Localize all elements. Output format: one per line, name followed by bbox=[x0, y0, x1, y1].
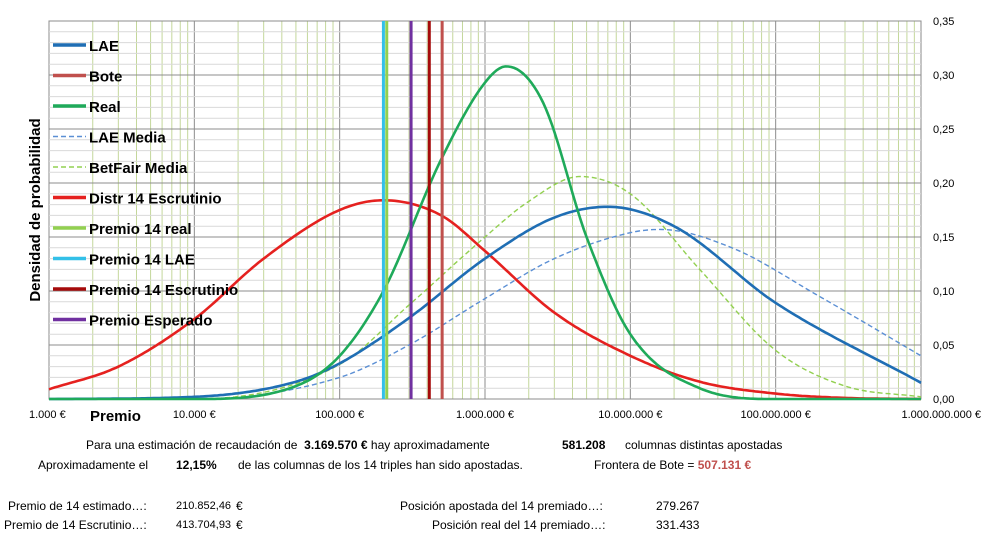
x-axis-ticks: 1.000 € 10.000 € 100.000 € 1.000.000 € 10.00… bbox=[29, 409, 981, 421]
x-tick-label: 1.000 € bbox=[29, 409, 66, 421]
premio-escrutinio-value: 413.704,93 bbox=[176, 519, 232, 531]
columnas-value: 581.208 bbox=[562, 438, 606, 452]
posicion-apostada-value: 279.267 bbox=[656, 499, 700, 513]
premio-escrutinio-label: Premio de 14 Escrutinio…: bbox=[4, 518, 147, 532]
legend-label: Premio Esperado bbox=[89, 313, 212, 330]
frontera-bote: Frontera de Bote = 507.131 € bbox=[594, 458, 751, 472]
legend-label: Bote bbox=[89, 69, 122, 86]
x-tick-label: 10.000 € bbox=[173, 409, 216, 421]
curve-distr-14-escrutinio bbox=[48, 199, 921, 401]
x-axis-label: Premio bbox=[90, 408, 141, 425]
x-tick-label: 10.000.000 € bbox=[598, 409, 662, 421]
series-vertical-lines bbox=[381, 21, 444, 399]
legend-label: BetFair Media bbox=[89, 160, 188, 177]
curve-lae bbox=[49, 205, 922, 401]
legend-label: Distr 14 Escrutinio bbox=[89, 191, 222, 208]
posicion-real-label: Posición real del 14 premiado…: bbox=[432, 518, 606, 532]
y-tick-label: 0,35 bbox=[933, 16, 954, 28]
currency-symbol: € bbox=[236, 518, 243, 532]
legend-label: Real bbox=[89, 99, 121, 116]
series-curves bbox=[48, 65, 922, 401]
currency-symbol: € bbox=[236, 499, 243, 513]
summary-mid: hay aproximadamente bbox=[370, 438, 490, 452]
y-tick-label: 0,20 bbox=[933, 178, 954, 190]
x-tick-label: 1.000.000.000 € bbox=[901, 409, 981, 421]
premio-estimado-value: 210.852,46 bbox=[176, 500, 232, 512]
y-tick-label: 0,25 bbox=[933, 124, 954, 136]
summary-line-2-mid: de las columnas de los 14 triples han si… bbox=[238, 458, 523, 472]
frontera-label: Frontera de Bote = bbox=[594, 458, 695, 472]
y-axis-label: Densidad de probabilidad bbox=[27, 118, 44, 301]
summary-prefix: Para una estimación de recaudación de bbox=[86, 438, 298, 452]
summary-suffix: columnas distintas apostadas bbox=[625, 438, 783, 452]
summary-line-1: Para una estimación de recaudación de 3.… bbox=[86, 438, 490, 452]
curve-real bbox=[49, 65, 921, 401]
y-tick-label: 0,10 bbox=[933, 286, 954, 298]
recaudacion-value: 3.169.570 € bbox=[304, 438, 368, 452]
y-axis-ticks: 0,00 0,05 0,10 0,15 0,20 0,25 0,30 0,35 bbox=[933, 16, 954, 406]
probability-density-chart: 1.000 € 10.000 € 100.000 € 1.000.000 € 10.00… bbox=[27, 16, 981, 425]
posicion-real-value: 331.433 bbox=[656, 518, 700, 532]
frontera-value: 507.131 € bbox=[697, 458, 752, 472]
y-tick-label: 0,15 bbox=[933, 232, 954, 244]
legend-label: Premio 14 LAE bbox=[89, 252, 195, 269]
legend-label: LAE bbox=[89, 38, 119, 55]
y-tick-label: 0,05 bbox=[933, 340, 954, 352]
y-tick-label: 0,00 bbox=[933, 394, 954, 406]
premio-estimado-label: Premio de 14 estimado…: bbox=[8, 499, 147, 513]
legend: LAE Bote Real LAE Media BetFair Media Distr 1… bbox=[53, 38, 238, 330]
x-tick-label: 100.000 € bbox=[315, 409, 364, 421]
x-tick-label: 100.000.000 € bbox=[740, 409, 810, 421]
posicion-apostada-label: Posición apostada del 14 premiado…: bbox=[400, 499, 603, 513]
legend-label: Premio 14 Escrutinio bbox=[89, 282, 238, 299]
y-tick-label: 0,30 bbox=[933, 70, 954, 82]
legend-label: LAE Media bbox=[89, 130, 166, 147]
summary-line-2-prefix: Aproximadamente el bbox=[38, 458, 149, 472]
legend-label: Premio 14 real bbox=[89, 221, 192, 238]
porcentaje-value: 12,15% bbox=[176, 458, 217, 472]
x-tick-label: 1.000.000 € bbox=[456, 409, 514, 421]
